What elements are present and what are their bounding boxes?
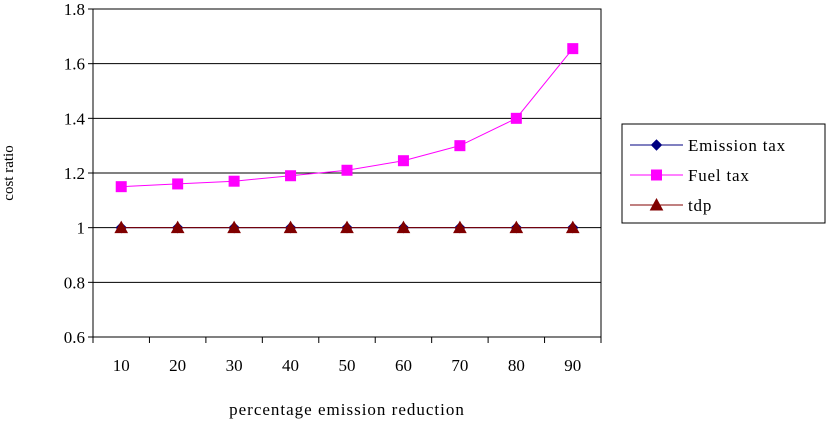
data-point-tdp: [509, 220, 524, 234]
x-axis: 10 20 30 40 50 60 70 80 90: [92, 337, 602, 375]
x-tick-label: 90: [564, 356, 581, 375]
data-point-fuel-tax: [397, 155, 409, 167]
x-tick-label: 70: [451, 356, 468, 375]
data-point-tdp: [565, 220, 580, 234]
data-point-tdp: [340, 220, 354, 234]
x-tick-label: 20: [169, 356, 186, 375]
y-tick-label: 1.4: [64, 109, 86, 128]
legend-label-emission-tax: Emission tax: [688, 136, 786, 155]
x-tick-label: 60: [395, 356, 412, 375]
y-tick-label: 1.2: [64, 164, 85, 183]
data-point-fuel-tax: [567, 43, 579, 55]
data-point-tdp: [396, 220, 411, 234]
data-point-fuel-tax: [172, 178, 184, 190]
legend-label-tdp: tdp: [688, 196, 712, 215]
x-tick-label: 50: [339, 356, 356, 375]
x-axis-label: percentage emission reduction: [229, 400, 465, 419]
legend-marker-tdp: [649, 197, 664, 211]
data-point-tdp: [114, 220, 129, 234]
x-tick-label: 30: [226, 356, 243, 375]
x-tick-label: 40: [282, 356, 299, 375]
x-tick-label: 80: [508, 356, 525, 375]
legend: Emission tax Fuel tax tdp: [621, 123, 826, 224]
y-axis: 0.6 0.8 1 1.2 1.4 1.6 1.8: [64, 0, 93, 347]
y-tick-label: 0.8: [64, 273, 85, 292]
legend-marker-emission-tax: [650, 139, 663, 151]
data-point-fuel-tax: [228, 175, 240, 187]
series-group: [114, 43, 580, 234]
y-tick-label: 0.6: [64, 328, 85, 347]
y-tick-label: 1: [77, 219, 86, 238]
data-point-fuel-tax: [341, 164, 353, 176]
data-point-fuel-tax: [454, 140, 466, 152]
data-point-tdp: [170, 220, 185, 234]
legend-marker-fuel-tax: [651, 169, 662, 181]
y-tick-label: 1.8: [64, 0, 85, 19]
y-tick-label: 1.6: [64, 55, 85, 74]
data-point-fuel-tax: [285, 170, 297, 182]
x-tick-label: 10: [113, 356, 130, 375]
data-point-tdp: [283, 220, 298, 234]
y-axis-label: cost ratio: [1, 145, 17, 200]
data-point-tdp: [453, 220, 467, 234]
data-point-tdp: [227, 220, 241, 234]
data-point-fuel-tax: [115, 181, 127, 193]
legend-label-fuel-tax: Fuel tax: [688, 166, 750, 185]
data-point-fuel-tax: [510, 112, 522, 124]
